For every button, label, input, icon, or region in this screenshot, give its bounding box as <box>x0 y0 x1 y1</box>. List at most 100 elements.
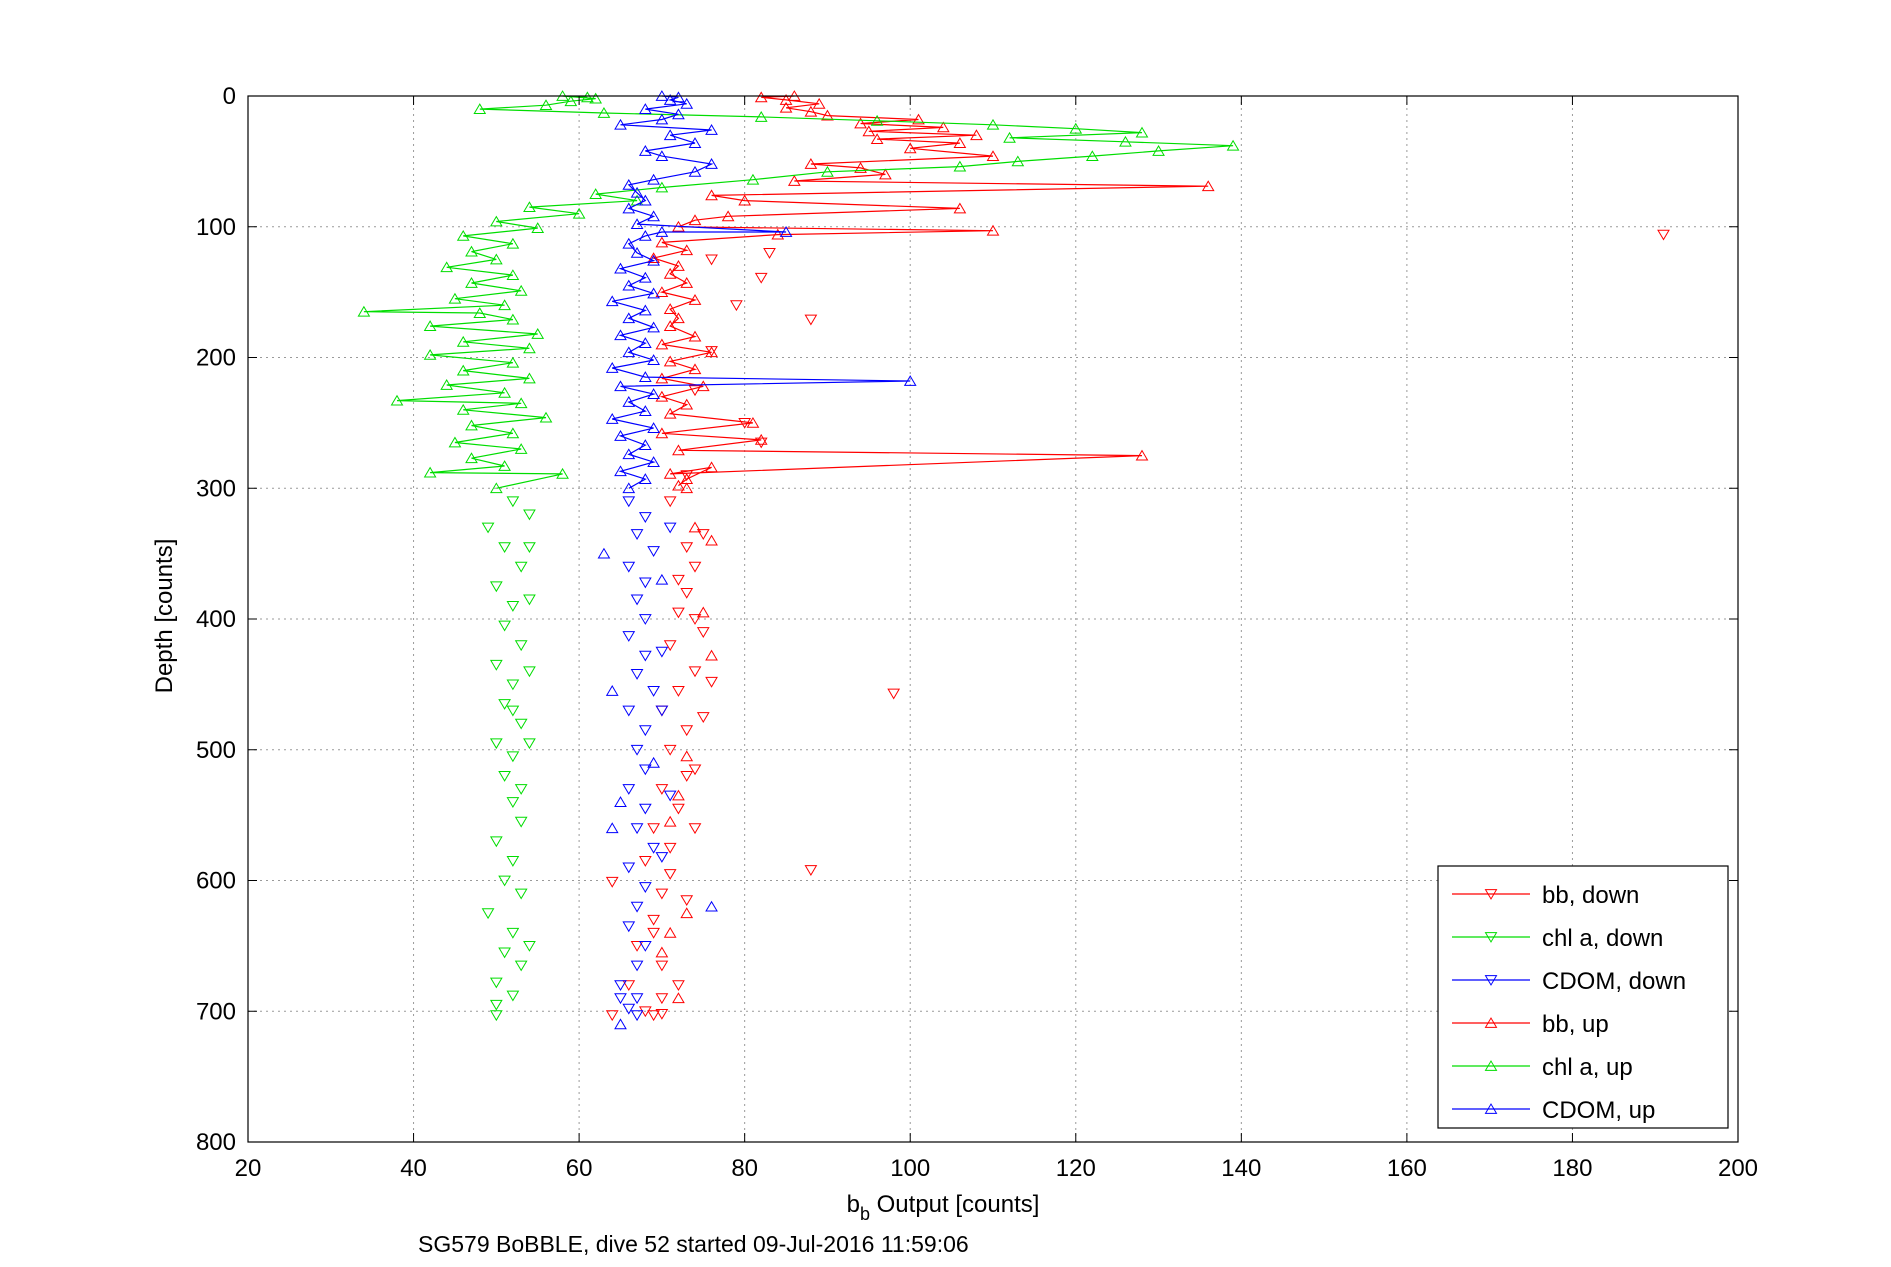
data-point <box>647 686 660 697</box>
data-point <box>614 465 627 477</box>
data-point <box>622 561 636 573</box>
x-tick-label: 80 <box>731 1155 758 1182</box>
data-point <box>663 790 677 802</box>
data-point <box>498 299 511 311</box>
data-point <box>638 144 652 156</box>
data-point <box>539 411 553 423</box>
data-point <box>655 150 669 162</box>
data-point <box>696 606 710 618</box>
data-point <box>506 927 520 939</box>
data-point <box>655 372 669 384</box>
y-tick-label: 700 <box>196 998 236 1025</box>
data-point <box>663 129 677 141</box>
data-point <box>456 229 470 241</box>
data-point <box>655 960 669 972</box>
data-point <box>638 614 652 625</box>
data-point <box>630 960 644 972</box>
legend-marker <box>1484 1060 1498 1071</box>
data-point <box>622 346 636 358</box>
data-point <box>605 876 619 888</box>
data-point <box>663 815 677 827</box>
data-point <box>655 888 669 900</box>
data-point <box>903 142 917 154</box>
data-point <box>456 335 470 347</box>
data-point <box>986 118 1000 130</box>
data-point <box>746 416 760 428</box>
data-point <box>688 823 702 835</box>
data-point <box>879 168 892 180</box>
data-point <box>647 422 660 434</box>
data-point <box>489 581 503 593</box>
data-point <box>672 312 685 324</box>
data-point <box>1011 155 1025 167</box>
data-point <box>1135 449 1149 461</box>
data-point <box>638 405 652 417</box>
data-point <box>647 321 660 333</box>
data-point <box>688 521 702 533</box>
data-point <box>672 686 685 697</box>
data-point <box>539 99 553 111</box>
x-tick-label: 40 <box>400 1155 427 1182</box>
data-point <box>1135 126 1149 138</box>
legend: bb, down chl a, down CDOM, down bb, up chl a… <box>1437 865 1729 1129</box>
data-point <box>638 103 652 114</box>
y-tick-label: 200 <box>196 345 236 372</box>
data-point <box>754 110 768 122</box>
data-point <box>655 338 669 350</box>
data-point <box>630 218 644 230</box>
data-point <box>440 379 454 390</box>
data-point <box>605 822 619 834</box>
data-point <box>622 237 636 249</box>
data-point <box>680 771 694 782</box>
data-point <box>456 364 470 376</box>
data-point <box>647 287 660 299</box>
data-point <box>465 419 478 431</box>
data-point <box>647 842 660 854</box>
y-tick-label: 500 <box>196 737 236 764</box>
data-point <box>614 980 627 992</box>
series-line <box>651 95 1209 487</box>
data-point <box>647 927 660 939</box>
data-point <box>663 467 677 479</box>
data-point <box>614 796 627 807</box>
data-point <box>779 101 793 113</box>
data-point <box>647 914 660 926</box>
data-point <box>514 960 528 972</box>
data-point <box>1069 122 1083 134</box>
data-point <box>705 534 718 546</box>
data-point <box>423 466 437 478</box>
data-point <box>663 320 677 332</box>
data-point <box>680 482 694 494</box>
data-point <box>663 640 677 652</box>
data-point <box>523 342 536 354</box>
data-point <box>680 895 694 907</box>
data-point <box>705 158 718 169</box>
data-point <box>498 699 511 710</box>
data-point <box>663 926 677 938</box>
data-point <box>870 114 884 126</box>
data-point <box>663 522 677 534</box>
data-point <box>523 594 536 606</box>
data-point <box>705 346 718 358</box>
data-point <box>638 271 652 283</box>
data-point <box>489 1010 503 1022</box>
data-point <box>663 407 677 419</box>
data-point <box>605 684 619 696</box>
data-point <box>390 394 404 406</box>
data-point <box>647 210 660 222</box>
data-point <box>498 542 511 554</box>
legend-marker <box>1484 889 1498 900</box>
data-point <box>688 214 702 226</box>
data-point <box>514 784 528 795</box>
data-point <box>465 452 478 464</box>
data-point <box>531 328 545 339</box>
data-point <box>597 107 611 118</box>
x-tick-label: 200 <box>1718 1155 1758 1182</box>
data-point <box>489 215 503 227</box>
data-point <box>647 252 660 264</box>
data-point <box>638 803 652 815</box>
data-point <box>638 882 652 893</box>
legend-marker <box>1484 1103 1498 1114</box>
data-point <box>754 433 768 445</box>
data-point <box>1226 139 1240 151</box>
